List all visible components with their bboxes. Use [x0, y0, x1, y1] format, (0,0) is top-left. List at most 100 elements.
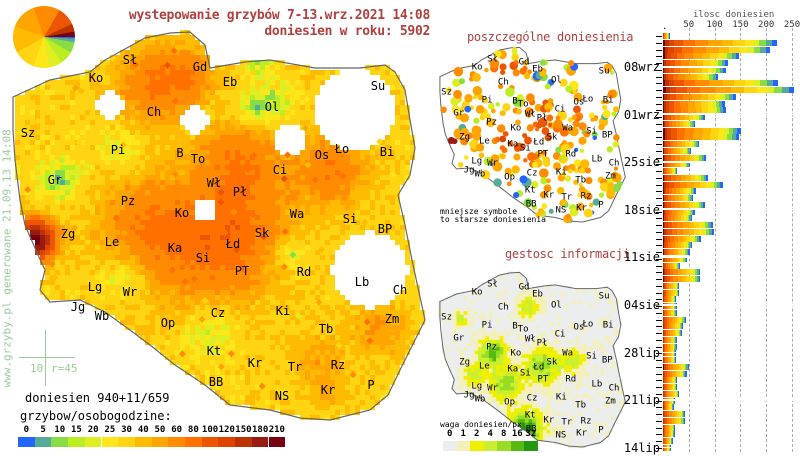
- heat-cell: [90, 235, 95, 240]
- heat-cell: [125, 295, 130, 300]
- density-cell: [550, 289, 554, 294]
- heat-cell: [205, 345, 210, 350]
- density-cell: [535, 307, 540, 312]
- heat-cell: [165, 55, 170, 60]
- heat-cell: [230, 285, 235, 290]
- report-marker: [241, 266, 249, 274]
- heat-cell: [230, 180, 235, 185]
- heat-cell: [320, 80, 325, 85]
- heat-cell: [50, 120, 55, 125]
- heat-cell: [275, 325, 280, 330]
- heat-cell: [150, 170, 155, 175]
- density-cell: [488, 296, 493, 301]
- heat-cell: [330, 380, 335, 385]
- density-cell: [470, 300, 475, 305]
- heat-cell: [240, 135, 245, 140]
- heat-cell: [305, 140, 310, 145]
- heat-cell: [320, 275, 325, 280]
- heat-cell: [290, 170, 295, 175]
- heat-cell: [115, 90, 120, 95]
- heat-cell: [225, 335, 230, 340]
- heat-cell: [145, 150, 150, 155]
- heat-cell: [240, 360, 245, 365]
- heat-cell: [165, 160, 170, 165]
- heat-cell: [205, 225, 210, 230]
- heat-cell: [360, 375, 365, 380]
- heat-cell: [310, 195, 315, 200]
- heat-cell: [365, 355, 370, 360]
- heat-cell: [410, 155, 415, 160]
- heat-cell: [165, 40, 170, 45]
- heat-cell: [280, 110, 285, 115]
- heat-cell: [375, 365, 380, 370]
- heat-cell: [290, 95, 295, 100]
- heat-cell: [395, 205, 400, 210]
- heat-cell: [90, 95, 95, 100]
- heat-cell: [380, 170, 385, 175]
- heat-cell: [255, 275, 260, 280]
- heat-cell: [315, 160, 320, 165]
- density-cell: [546, 307, 551, 312]
- heat-cell: [285, 180, 290, 185]
- heat-cell: [70, 185, 75, 190]
- heat-cell: [105, 140, 110, 145]
- heat-cell: [250, 65, 255, 70]
- heat-cell: [155, 90, 160, 95]
- heat-cell: [60, 250, 65, 255]
- heat-cell: [150, 325, 155, 330]
- heat-cell: [20, 200, 25, 205]
- heat-cell: [285, 115, 290, 120]
- density-cell: [604, 303, 608, 308]
- heat-cell: [235, 130, 240, 135]
- density-cell: [506, 293, 511, 297]
- heat-cell: [110, 245, 115, 250]
- heat-cell: [350, 225, 355, 230]
- heat-cell: [350, 150, 355, 155]
- heat-cell: [250, 190, 255, 195]
- heat-cell: [370, 390, 375, 395]
- heat-cell: [180, 265, 185, 270]
- heat-cell: [330, 70, 335, 75]
- heat-cell: [135, 190, 140, 195]
- heat-cell: [345, 230, 350, 235]
- heat-cell: [350, 385, 355, 390]
- heat-cell: [280, 245, 285, 250]
- heat-cell: [290, 210, 295, 215]
- heat-cell: [190, 190, 195, 195]
- heat-cell: [285, 410, 290, 415]
- heat-cell: [350, 200, 355, 205]
- density-cell: [571, 293, 576, 297]
- heat-cell: [370, 340, 375, 345]
- heat-cell: [220, 205, 225, 210]
- heat-cell: [80, 265, 85, 270]
- heat-cell: [370, 70, 375, 75]
- heat-cell: [305, 130, 310, 135]
- heat-cell: [405, 245, 410, 250]
- heat-cell: [235, 85, 240, 90]
- heat-cell: [210, 305, 215, 310]
- heat-cell: [395, 230, 400, 235]
- heat-cell: [330, 340, 335, 345]
- heat-cell: [340, 225, 345, 230]
- heat-cell: [260, 225, 265, 230]
- heat-cell: [215, 155, 220, 160]
- report-dot: [440, 106, 447, 114]
- heat-cell: [225, 355, 230, 360]
- heat-cell: [100, 90, 105, 95]
- heat-cell: [245, 305, 250, 310]
- heat-cell: [205, 295, 210, 300]
- heat-cell: [360, 215, 365, 220]
- heat-cell: [355, 400, 360, 405]
- heat-cell: [225, 225, 230, 230]
- heat-cell: [245, 155, 250, 160]
- heat-cell: [55, 120, 60, 125]
- heat-cell: [170, 190, 175, 195]
- heat-cell: [50, 165, 55, 170]
- heat-cell: [95, 215, 100, 220]
- heat-cell: [220, 305, 225, 310]
- density-cell: [596, 303, 601, 308]
- heat-cell: [310, 225, 315, 230]
- density-cell: [575, 289, 580, 294]
- heat-cell: [390, 150, 395, 155]
- heat-cell: [340, 340, 345, 345]
